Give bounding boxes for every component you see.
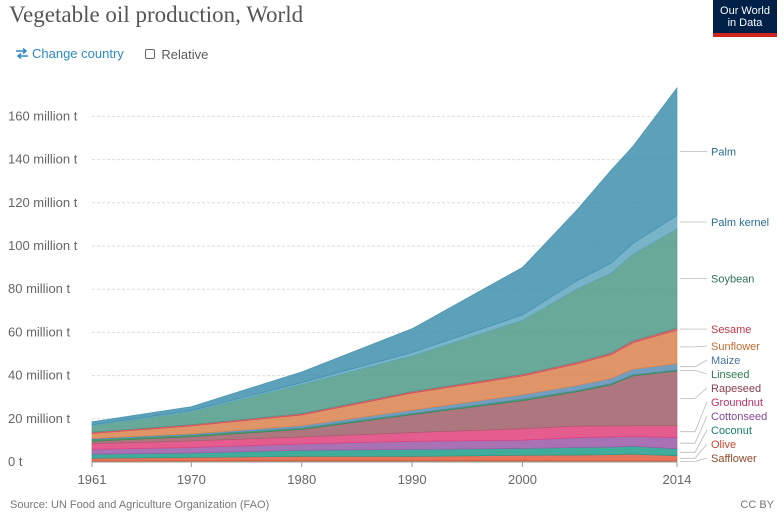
legend-label-palm-kernel[interactable]: Palm kernel [711, 217, 769, 229]
legend-label-linseed[interactable]: Linseed [711, 369, 750, 381]
y-tick-label: 120 million t [8, 195, 78, 210]
x-tick-label: 1980 [287, 472, 316, 487]
legend-label-soybean[interactable]: Soybean [711, 273, 754, 285]
legend-label-rapeseed[interactable]: Rapeseed [711, 383, 761, 395]
y-tick-label: 80 million t [8, 281, 71, 296]
y-tick-label: 160 million t [8, 108, 78, 123]
logo-line-1: Our World [720, 5, 770, 17]
change-country-label: Change country [32, 46, 124, 61]
x-tick-label: 1961 [78, 472, 107, 487]
y-tick-label: 100 million t [8, 238, 78, 253]
legend-connector [680, 443, 708, 459]
logo-line-2: in Data [727, 17, 763, 29]
y-tick-label: 140 million t [8, 152, 78, 167]
license-note[interactable]: CC BY [740, 499, 774, 511]
source-note: Source: UN Food and Agriculture Organiza… [10, 499, 270, 511]
y-tick-label: 60 million t [8, 324, 71, 339]
x-tick-label: 1970 [177, 472, 206, 487]
area-palm[interactable] [91, 87, 678, 426]
legend-label-safflower[interactable]: Safflower [711, 453, 757, 465]
legend-connector [680, 457, 708, 462]
legend-connector [680, 369, 708, 375]
axis-layer: 0 t 20 million t 40 million t 60 million t 8… [8, 108, 691, 487]
legend-connector [680, 401, 708, 433]
relative-toggle[interactable]: Relative [145, 47, 208, 62]
legend-label-palm[interactable]: Palm [711, 147, 736, 159]
legend-connector [680, 429, 708, 453]
y-tick-label: 40 million t [8, 368, 71, 383]
legend-connector [680, 387, 708, 399]
legend-layer: Palm Palm kernel Soybean Sesame Sunflower Mai… [680, 147, 769, 465]
legend-label-groundnut[interactable]: Groundnut [711, 397, 763, 409]
owid-logo[interactable]: Our World in Data [713, 0, 777, 37]
y-tick-label: 20 million t [8, 411, 71, 426]
relative-label: Relative [161, 46, 209, 62]
y-tick-label: 0 t [8, 454, 23, 469]
x-tick-label: 2014 [663, 472, 692, 487]
x-tick-label: 1990 [398, 472, 427, 487]
legend-label-maize[interactable]: Maize [711, 355, 740, 367]
relative-checkbox[interactable] [145, 49, 156, 59]
legend-connector [680, 345, 708, 348]
legend-label-sesame[interactable]: Sesame [711, 324, 751, 336]
legend-connector [680, 359, 708, 368]
legend-label-coconut[interactable]: Coconut [711, 425, 752, 437]
chart-title: Vegetable oil production, World [9, 2, 304, 27]
change-country-button[interactable]: Change country [15, 46, 124, 61]
area-layer [91, 87, 678, 463]
x-tick-label: 2000 [508, 472, 537, 487]
legend-label-sunflower[interactable]: Sunflower [711, 341, 760, 353]
legend-connector [680, 415, 708, 444]
swap-arrows-icon [16, 48, 28, 59]
legend-label-cottonseed[interactable]: Cottonseed [711, 411, 767, 423]
legend-label-olive[interactable]: Olive [711, 439, 736, 451]
chart-controls: Change country Relative [15, 46, 208, 62]
